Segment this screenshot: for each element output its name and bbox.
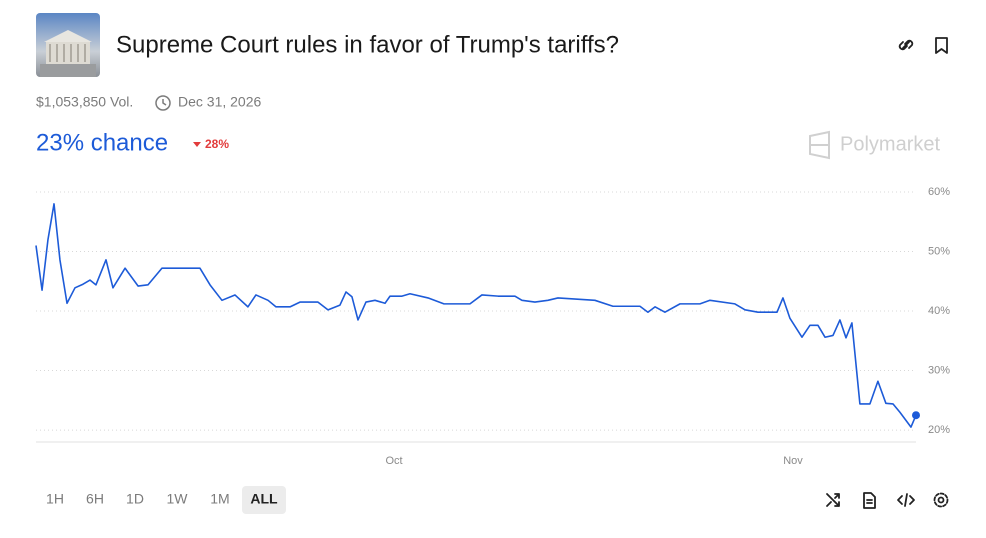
range-button[interactable]: 6H	[86, 491, 104, 507]
range-buttons: 1H 6H 1D 1W 1M ALL	[46, 486, 286, 514]
thumbnail	[36, 13, 100, 77]
document-button[interactable]	[863, 492, 876, 509]
volume: $1,053,850 Vol.	[36, 94, 133, 110]
bookmark-button[interactable]	[935, 37, 948, 54]
last-point	[912, 411, 920, 420]
brand: Polymarket	[840, 133, 940, 155]
market-title: Supreme Court rules in favor of Trump's …	[116, 31, 619, 58]
range-button[interactable]: ALL	[250, 491, 278, 507]
settings-button[interactable]	[933, 492, 949, 508]
range-button[interactable]: 1D	[126, 491, 144, 507]
x-tick-label: Oct	[385, 455, 402, 467]
down-arrow	[193, 142, 201, 147]
change: 28%	[205, 137, 229, 151]
x-tick-label: Nov	[783, 455, 803, 467]
y-tick-label: 20%	[928, 424, 950, 436]
range-active-bg	[242, 486, 286, 514]
y-tick-label: 30%	[928, 364, 950, 376]
y-tick-label: 60%	[928, 186, 950, 198]
chart: 20% 30% 40% 50% 60% Oct Nov	[35, 186, 950, 467]
chance: 23% chance	[36, 129, 168, 156]
y-tick-label: 50%	[928, 245, 950, 257]
price-line	[35, 203, 917, 428]
range-button[interactable]: 1H	[46, 491, 64, 507]
clock-icon	[155, 95, 171, 111]
shuffle-button[interactable]	[826, 493, 840, 507]
embed-button[interactable]	[897, 493, 915, 507]
end-date: Dec 31, 2026	[178, 94, 261, 110]
range-button[interactable]: 1M	[210, 491, 229, 507]
brand-logo	[809, 130, 830, 160]
y-tick-label: 40%	[928, 305, 950, 317]
range-button[interactable]: 1W	[167, 491, 189, 507]
link-button[interactable]	[898, 39, 914, 51]
